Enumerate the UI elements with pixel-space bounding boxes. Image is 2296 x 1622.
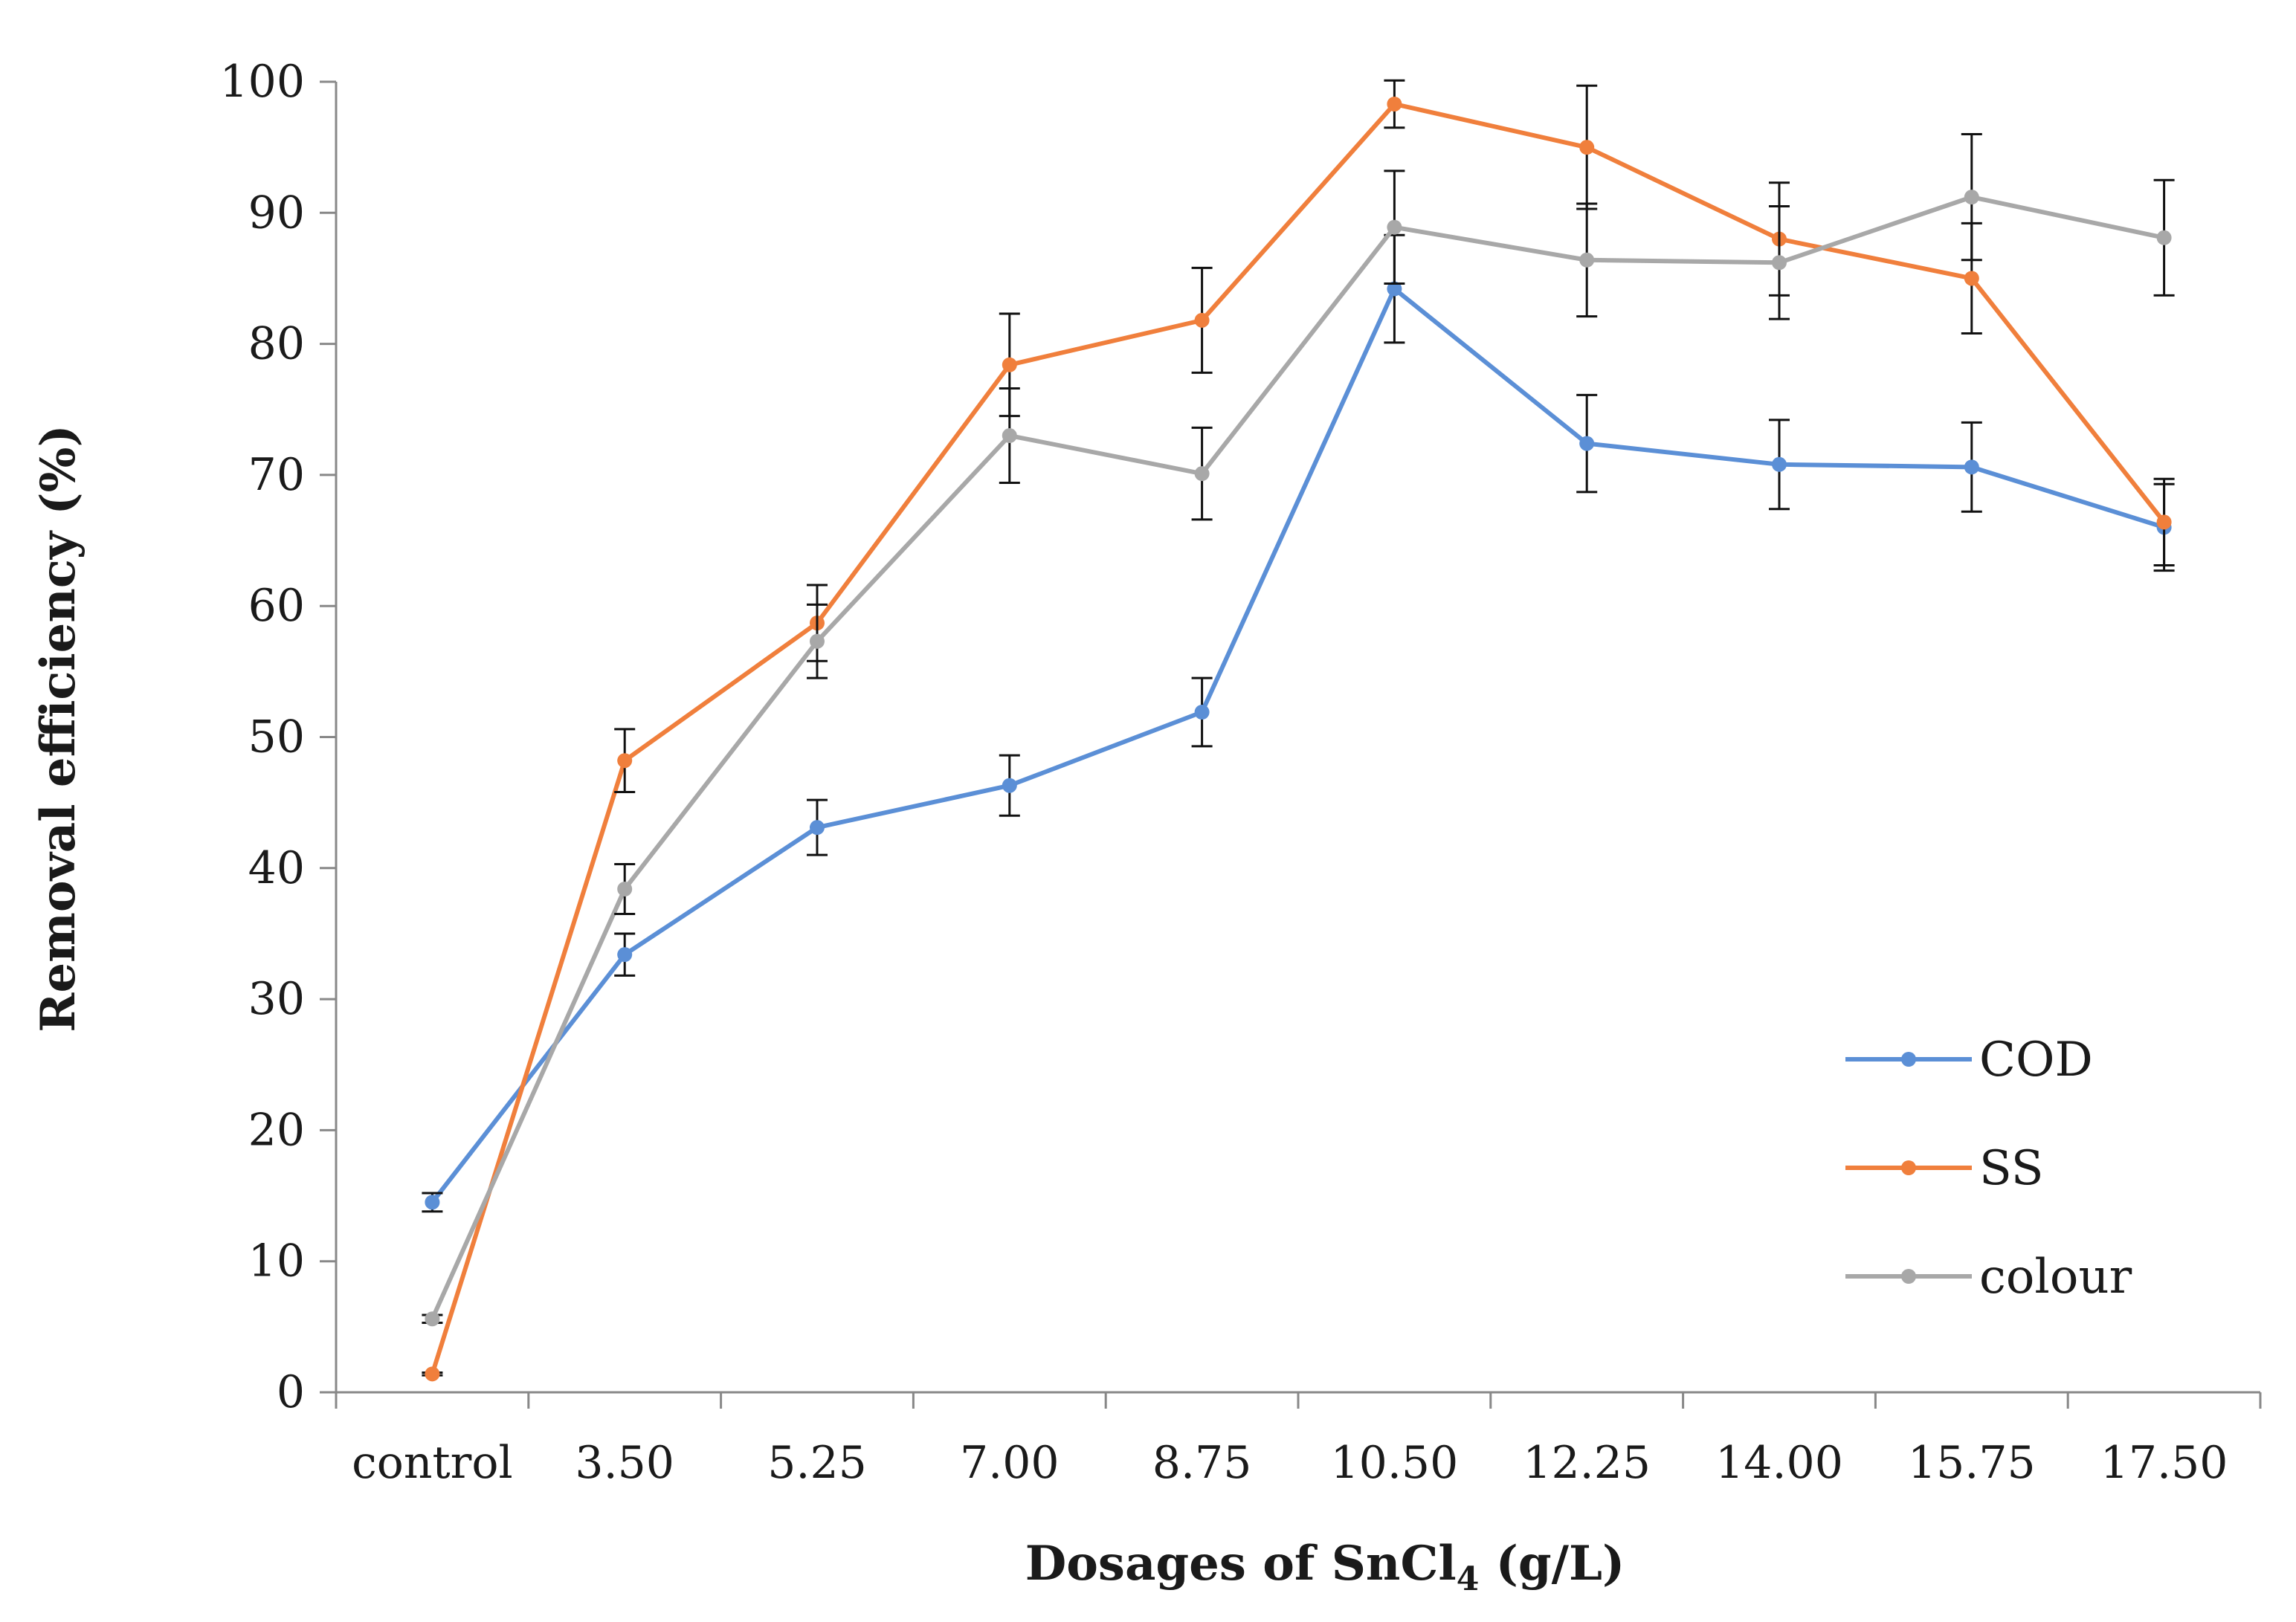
y-tick-label: 30 bbox=[248, 973, 305, 1025]
x-tick-label: 5.25 bbox=[767, 1437, 867, 1489]
x-tick-label: 12.25 bbox=[1523, 1437, 1651, 1489]
legend-swatch-marker bbox=[1901, 1160, 1916, 1175]
series-colour bbox=[422, 133, 2175, 1327]
y-tick-label: 50 bbox=[248, 711, 305, 763]
x-tick-label: 17.50 bbox=[2100, 1437, 2228, 1489]
series-line bbox=[430, 101, 2166, 1375]
data-point bbox=[1387, 219, 1402, 235]
data-point bbox=[1002, 428, 1017, 444]
y-axis-title: Removal efficiency (%) bbox=[30, 424, 86, 1032]
y-tick-label: 70 bbox=[248, 449, 305, 501]
y-tick-label: 20 bbox=[248, 1104, 305, 1156]
x-axis-title-subscript: 4 bbox=[1457, 1560, 1480, 1598]
data-point bbox=[617, 947, 633, 963]
data-point bbox=[1579, 140, 1595, 155]
x-tick-label: 15.75 bbox=[1908, 1437, 2036, 1489]
x-axis-title: Dosages of SnCl4 (g/L) bbox=[1025, 1536, 1625, 1598]
y-tick-label: 90 bbox=[248, 187, 305, 239]
legend-swatch-marker bbox=[1901, 1269, 1916, 1284]
data-point bbox=[1964, 190, 1979, 205]
legend: COD SS colour bbox=[1845, 1033, 2132, 1305]
data-point bbox=[1194, 466, 1210, 482]
y-tick-label: 80 bbox=[248, 318, 305, 370]
x-ticks: control 3.50 5.25 7.00 8.75 10.50 12.25 14.00 15… bbox=[335, 1392, 2262, 1489]
y-tick-label: 60 bbox=[248, 580, 305, 632]
legend-label: SS bbox=[1979, 1141, 2044, 1196]
y-tick-label: 10 bbox=[248, 1235, 305, 1287]
data-point bbox=[1002, 357, 1017, 372]
series-ss bbox=[422, 79, 2175, 1382]
data-point bbox=[1964, 459, 1979, 475]
data-point bbox=[617, 753, 633, 769]
data-point bbox=[425, 1366, 440, 1382]
data-point bbox=[1387, 281, 1402, 297]
y-tick-label: 0 bbox=[277, 1366, 305, 1418]
data-point bbox=[1772, 456, 1787, 472]
x-axis-title-main: Dosages of SnCl bbox=[1025, 1536, 1457, 1592]
x-tick-label: 7.00 bbox=[960, 1437, 1060, 1489]
x-tick-label: control bbox=[352, 1437, 512, 1489]
x-tick-label: 3.50 bbox=[575, 1437, 674, 1489]
legend-item-ss: SS bbox=[1845, 1141, 2044, 1196]
data-point bbox=[2156, 230, 2172, 245]
x-axis-title-suffix: (g/L) bbox=[1479, 1536, 1625, 1592]
data-point bbox=[1002, 778, 1017, 793]
data-point bbox=[425, 1311, 440, 1327]
data-point bbox=[810, 633, 825, 649]
legend-label: colour bbox=[1979, 1250, 2132, 1305]
legend-item-colour: colour bbox=[1845, 1250, 2132, 1305]
x-tick-label: 10.50 bbox=[1331, 1437, 1459, 1489]
y-tick-label: 40 bbox=[248, 842, 305, 894]
series-layer bbox=[422, 79, 2175, 1382]
data-point bbox=[1387, 96, 1402, 112]
legend-item-cod: COD bbox=[1845, 1033, 2093, 1088]
data-point bbox=[1579, 436, 1595, 451]
series-line bbox=[430, 195, 2165, 1320]
data-point bbox=[810, 820, 825, 836]
legend-label: COD bbox=[1979, 1033, 2093, 1088]
legend-swatch-marker bbox=[1901, 1052, 1916, 1067]
series-line bbox=[430, 286, 2165, 1204]
data-point bbox=[1194, 705, 1210, 720]
data-point bbox=[1964, 271, 1979, 286]
data-point bbox=[1194, 312, 1210, 328]
y-tick-label: 100 bbox=[219, 56, 305, 108]
data-point bbox=[425, 1195, 440, 1210]
x-tick-label: 8.75 bbox=[1152, 1437, 1252, 1489]
y-ticks: 0 10 20 30 40 50 60 70 80 90 100 bbox=[219, 56, 336, 1418]
data-point bbox=[1579, 252, 1595, 268]
data-point bbox=[1772, 255, 1787, 271]
data-point bbox=[2156, 514, 2172, 530]
x-tick-label: 14.00 bbox=[1715, 1437, 1843, 1489]
data-point bbox=[617, 882, 633, 897]
